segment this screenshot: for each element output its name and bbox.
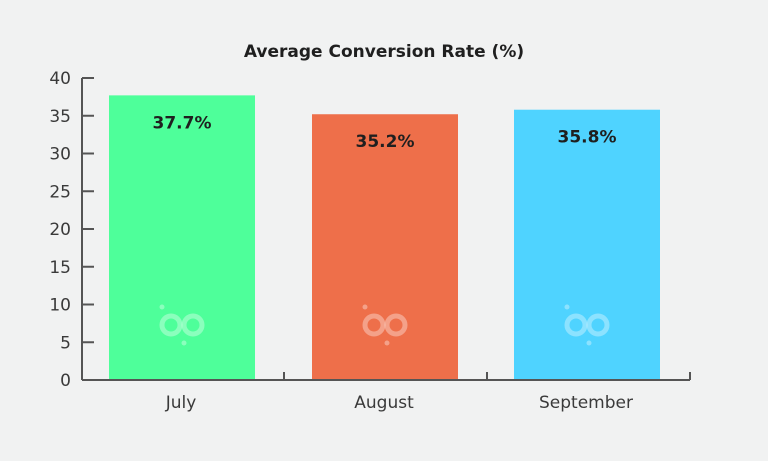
x-tick-label-september: September [539, 393, 633, 413]
bar-september [514, 109, 660, 381]
y-tick-label: 25 [49, 182, 71, 202]
chart-title: Average Conversion Rate (%) [244, 42, 524, 62]
bp-logo-icon [159, 304, 205, 346]
x-tick-label-july: July [165, 393, 197, 413]
bars-group: 37.7% 35.2% 35.8% [109, 95, 660, 381]
bar-july [109, 95, 255, 381]
x-tick-label-august: August [354, 393, 414, 413]
y-tick-label: 35 [49, 107, 71, 127]
y-tick-label: 5 [60, 333, 71, 353]
bp-logo-icon [564, 304, 610, 346]
y-tick-label: 40 [49, 69, 71, 89]
y-tick-label: 30 [49, 145, 71, 165]
data-label-july: 37.7% [153, 113, 212, 133]
bar-august [312, 114, 458, 381]
y-tick-label: 0 [60, 371, 71, 391]
y-tick-label: 20 [49, 220, 71, 240]
y-tick-label: 10 [49, 296, 71, 316]
data-label-september: 35.8% [558, 128, 617, 148]
axes-group: 0 5 10 15 20 25 30 35 40 July August September [49, 69, 691, 413]
data-label-august: 35.2% [356, 132, 415, 152]
bp-logo-icon [362, 304, 408, 346]
y-tick-label: 15 [49, 258, 71, 278]
